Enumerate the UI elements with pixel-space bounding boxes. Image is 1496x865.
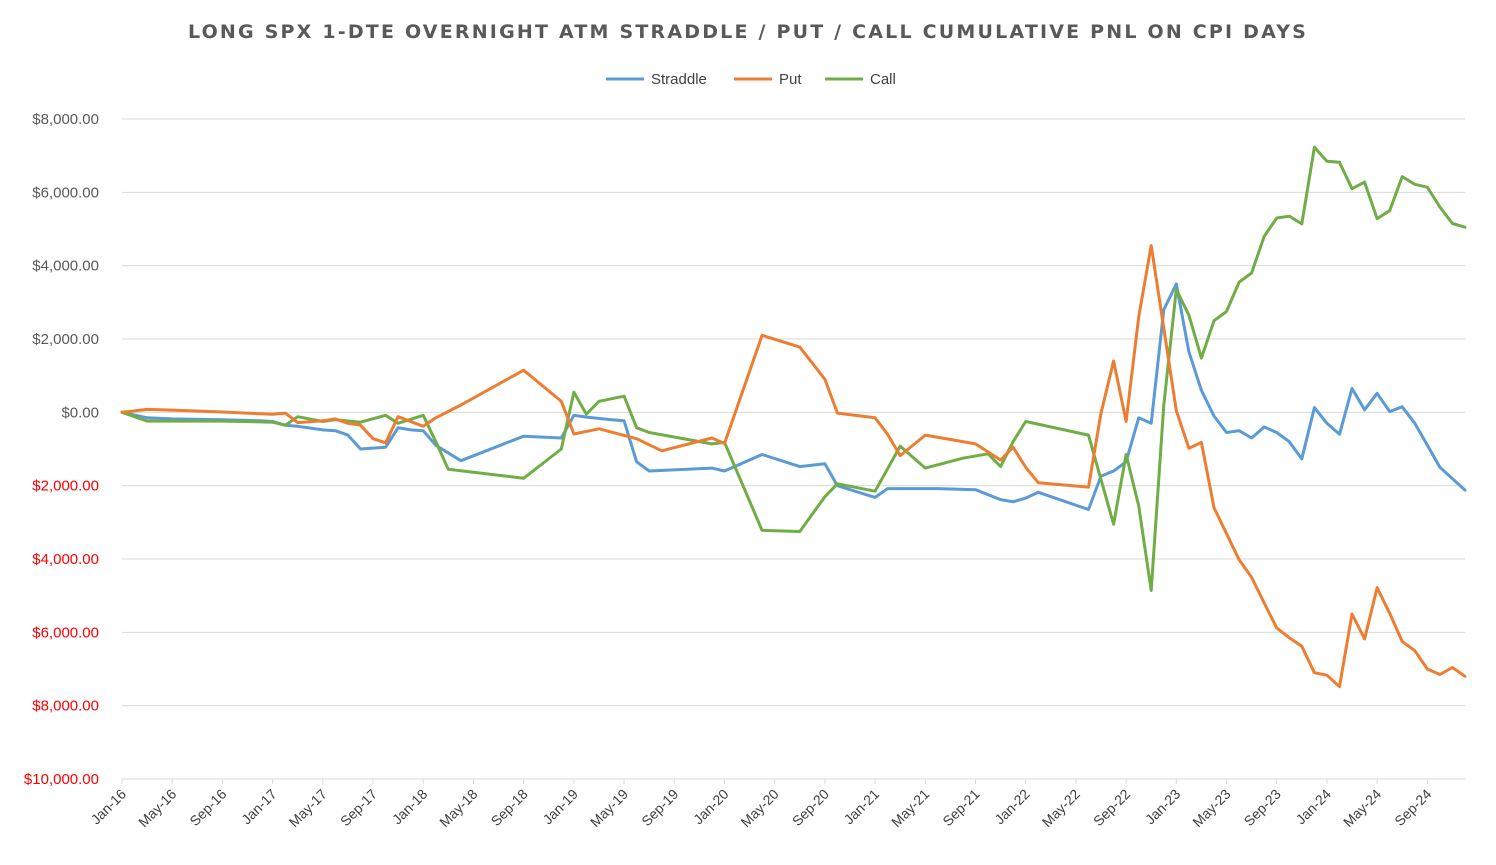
x-tick-label: May-23 [1189, 786, 1233, 830]
y-tick-label: $6,000.00 [32, 184, 99, 201]
x-tick-label: Sep-21 [939, 786, 982, 829]
series-line-call [120, 145, 1467, 592]
x-tick-label: Jan-21 [841, 786, 883, 828]
x-tick-label: Sep-16 [186, 786, 229, 829]
y-tick-label: $6,000.00 [32, 624, 99, 641]
y-tick-label: $10,000.00 [24, 771, 99, 788]
x-tick-label: Jan-23 [1142, 786, 1184, 828]
y-tick-label: $8,000.00 [32, 698, 99, 715]
x-tick-label: May-18 [436, 786, 480, 830]
x-tick-label: Jan-22 [991, 786, 1033, 828]
x-tick-label: Jan-18 [389, 786, 431, 828]
y-tick-label: $2,000.00 [32, 331, 99, 348]
y-tick-label: $8,000.00 [32, 111, 99, 128]
x-tick-label: Jan-17 [238, 786, 280, 828]
x-tick-label: Sep-23 [1241, 786, 1284, 829]
y-axis: $8,000.00 $6,000.00 $4,000.00 $2,000.00 $0.0… [24, 111, 99, 788]
legend-label-call: Call [870, 71, 896, 88]
y-tick-label: $4,000.00 [32, 258, 99, 275]
x-tick-label: May-22 [1039, 786, 1083, 830]
x-tick-label: Sep-22 [1090, 786, 1133, 829]
x-tick-label: Jan-24 [1292, 786, 1334, 828]
x-tick-label: May-16 [135, 786, 179, 830]
x-tick-label: Sep-24 [1391, 786, 1434, 829]
y-tick-label: $2,000.00 [32, 478, 99, 495]
gridlines [122, 118, 1465, 780]
x-tick-label: May-20 [737, 786, 781, 830]
y-tick-label: $0.00 [61, 404, 99, 421]
x-tick-label: Sep-18 [488, 786, 531, 829]
legend-label-put: Put [779, 71, 802, 88]
x-tick-label: Sep-19 [638, 786, 681, 829]
x-axis: Jan-16 May-16 Sep-16 Jan-17 May-17 Sep-17 Jan-… [88, 779, 1435, 830]
x-tick-label: Sep-20 [789, 786, 832, 829]
series-line-put [120, 244, 1467, 689]
x-tick-label: May-19 [587, 786, 631, 830]
series-line-straddle [120, 282, 1467, 511]
x-tick-label: May-21 [888, 786, 932, 830]
legend-label-straddle: Straddle [651, 71, 707, 88]
plot-lines [120, 145, 1467, 689]
chart-title: LONG SPX 1-DTE OVERNIGHT ATM STRADDLE / … [188, 21, 1308, 43]
x-tick-label: Sep-17 [337, 786, 380, 829]
legend: Straddle Put Call [606, 71, 896, 88]
x-tick-label: May-24 [1340, 786, 1384, 830]
x-tick-label: May-17 [286, 786, 330, 830]
x-tick-label: Jan-16 [88, 786, 130, 828]
x-tick-label: Jan-20 [690, 786, 732, 828]
y-tick-label: $4,000.00 [32, 551, 99, 568]
x-tick-label: Jan-19 [539, 786, 581, 828]
